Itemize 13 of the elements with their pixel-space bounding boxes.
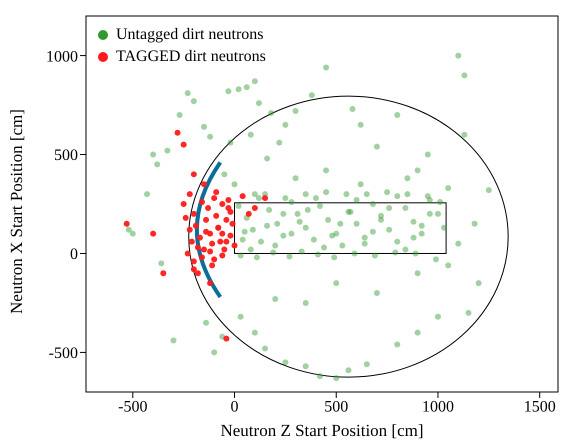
x-axis-title: Neutron Z Start Position [cm] — [220, 421, 424, 440]
y-tick-label: -500 — [48, 345, 78, 362]
y-tick-label: 1000 — [46, 48, 78, 66]
legend-label: Untagged dirt neutrons — [116, 25, 264, 45]
x-tick-label: 0 — [230, 398, 239, 416]
y-tick-label: 500 — [54, 147, 78, 164]
legend-label: TAGGED dirt neutrons — [116, 47, 266, 67]
x-tick-label: 1500 — [524, 398, 556, 416]
x-tick-label: 1000 — [422, 398, 454, 416]
x-tick-label: 500 — [324, 398, 348, 416]
y-axis-title: Neutron X Start Position [cm] — [7, 109, 26, 314]
y-tick-label: 0 — [70, 246, 78, 264]
x-tick-label: -500 — [118, 398, 148, 416]
